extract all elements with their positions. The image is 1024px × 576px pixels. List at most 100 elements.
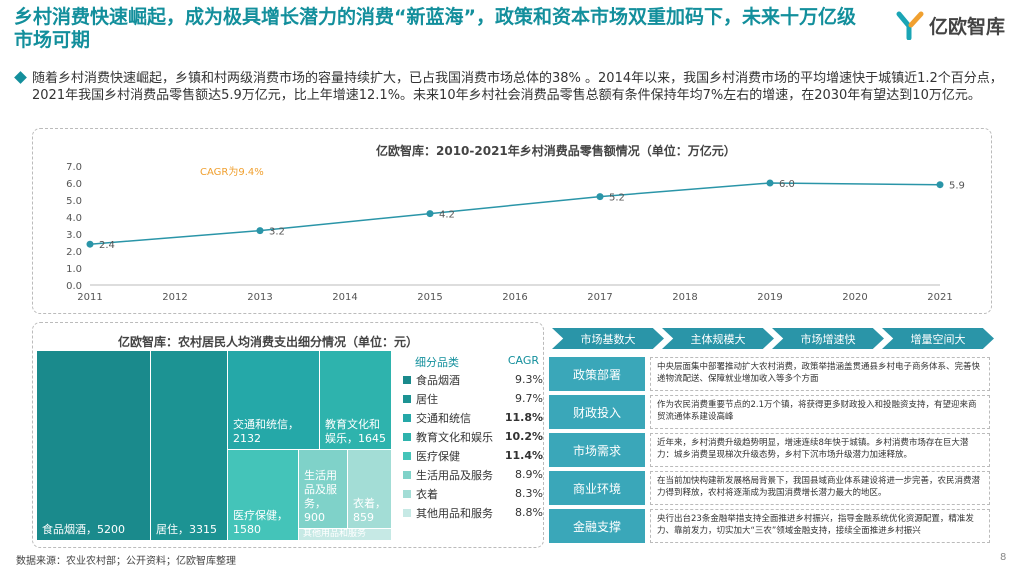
y-tick-label: 2.0 <box>66 247 82 258</box>
y-tick-label: 5.0 <box>66 196 82 207</box>
legend-swatch <box>403 432 411 441</box>
legend-header-category: 细分品类 <box>415 356 459 369</box>
policy-row-text: 中央层面集中部署推动扩大农村消费，政策举措涵盖贯通县乡村电子商务体系、完善快递物… <box>650 357 990 391</box>
treemap-cell-housing: 居住，3315 <box>151 351 227 540</box>
table-column-header: 增量空间大 <box>882 328 994 349</box>
policy-row-label: 金融支撑 <box>549 509 645 543</box>
x-tick-label: 2018 <box>672 292 697 303</box>
treemap-title: 亿欧智库：农村居民人均消费支出细分情况（单位：元） <box>118 335 419 349</box>
x-tick-label: 2013 <box>247 292 272 303</box>
legend-cagr: 11.4% <box>504 449 543 462</box>
data-point <box>596 193 604 201</box>
legend-header-cagr: CAGR <box>507 354 539 367</box>
line-chart: 0.0 1.0 2.0 3.0 4.0 5.0 6.0 7.0 2011 2012 2013 2014… <box>66 162 965 303</box>
data-point <box>766 179 774 187</box>
legend-name: 医疗保健 <box>416 449 460 463</box>
legend-row: 衣着 8.3% <box>403 484 543 503</box>
cagr-annotation: CAGR为9.4% <box>200 166 264 178</box>
table-column-header: 市场增速快 <box>772 328 884 349</box>
legend-cagr: 9.7% <box>515 392 543 405</box>
policy-row-text: 近年来，乡村消费升级趋势明显，增速连续8年快于城镇。乡村消费市场存在巨大潜力：城… <box>650 433 990 467</box>
legend-row: 教育文化和娱乐 10.2% <box>403 427 543 446</box>
treemap-panel <box>32 322 544 548</box>
data-label: 5.2 <box>609 193 625 204</box>
treemap-cell-transport: 交通和统信，2132 <box>228 351 319 449</box>
treemap-cell-clothing: 衣着，859 <box>348 450 391 528</box>
legend-swatch <box>403 508 411 517</box>
treemap-label: 其他用品和服务 <box>303 529 367 539</box>
treemap-cell-education: 教育文化和娱乐，1645 <box>320 351 391 449</box>
summary-text: 随着乡村消费快速崛起，乡镇和村两级消费市场的容量持续扩大，已占我国消费市场总体的… <box>32 71 1003 103</box>
legend-row: 生活用品及服务 8.9% <box>403 465 543 484</box>
x-tick-label: 2015 <box>417 292 442 303</box>
x-tick-label: 2012 <box>162 292 187 303</box>
treemap-label: 生活用品及服务，900 <box>304 469 337 524</box>
treemap-cell-other: 其他用品和服务 <box>299 529 391 540</box>
legend-swatch <box>403 489 411 498</box>
treemap-legend: 细分品类 CAGR 食品烟酒 9.3% 居住 9.7% 交通和统信 11.8% 教育文化和娱… <box>403 354 543 522</box>
data-label: 4.2 <box>439 210 455 221</box>
treemap-cell-daily: 生活用品及服务，900 <box>299 450 347 528</box>
policy-row-label: 市场需求 <box>549 433 645 467</box>
legend-swatch <box>403 470 411 479</box>
legend-name: 食品烟酒 <box>416 373 460 387</box>
page-number: 8 <box>1000 552 1007 563</box>
data-label: 5.9 <box>949 181 965 192</box>
treemap-label: 衣着，859 <box>353 497 386 524</box>
policy-row-text: 在当前加快构建新发展格局背景下，我国县域商业体系建设将进一步完善，农民消费潜力得… <box>650 471 990 505</box>
series-line <box>89 182 941 245</box>
x-tick-label: 2019 <box>757 292 782 303</box>
legend-swatch <box>403 413 411 422</box>
data-label: 2.4 <box>99 240 115 251</box>
y-tick-label: 4.0 <box>66 213 82 224</box>
legend-swatch <box>403 394 411 403</box>
table-column-header: 市场基数大 <box>552 328 664 349</box>
logo-icon <box>896 11 924 40</box>
legend-row: 医疗保健 11.4% <box>403 446 543 465</box>
x-tick-label: 2017 <box>587 292 612 303</box>
treemap-label: 教育文化和娱乐，1645 <box>325 418 386 445</box>
line-chart-title: 亿欧智库：2010-2021年乡村消费品零售额情况（单位：万亿元） <box>376 144 736 158</box>
treemap-label: 食品烟酒，5200 <box>42 523 125 536</box>
summary-bullet: 随着乡村消费快速崛起，乡镇和村两级消费市场的容量持续扩大，已占我国消费市场总体的… <box>14 70 1008 104</box>
policy-row-label: 商业环境 <box>549 471 645 505</box>
treemap-cell-food: 食品烟酒，5200 <box>37 351 150 540</box>
x-tick-label: 2016 <box>502 292 527 303</box>
y-tick-label: 6.0 <box>66 179 82 190</box>
legend-cagr: 8.8% <box>515 506 543 519</box>
logo: 亿欧智库 <box>895 10 1005 40</box>
legend-name: 生活用品及服务 <box>416 468 493 482</box>
y-tick-label: 3.0 <box>66 230 82 241</box>
x-tick-label: 2014 <box>332 292 357 303</box>
legend-swatch <box>403 375 411 384</box>
policy-row-label: 财政投入 <box>549 395 645 429</box>
source-note: 数据来源：农业农村部；公开资料；亿欧智库整理 <box>16 556 236 567</box>
policy-row-label: 政策部署 <box>549 357 645 391</box>
policy-row-text: 央行出台23条金融举措支持全面推进乡村振兴，指导金融系统优化资源配置，精准发力、… <box>650 509 990 543</box>
data-label: 6.0 <box>779 179 795 190</box>
data-point <box>256 227 264 235</box>
legend-cagr: 11.8% <box>504 411 543 424</box>
y-tick-label: 0.0 <box>66 281 82 292</box>
data-point <box>936 181 944 189</box>
table-column-header: 主体规模大 <box>662 328 774 349</box>
x-tick-label: 2011 <box>77 292 102 303</box>
legend-row: 食品烟酒 9.3% <box>403 370 543 389</box>
legend-row: 其他用品和服务 8.8% <box>403 503 543 522</box>
line-chart-panel <box>32 128 992 314</box>
treemap-label: 交通和统信，2132 <box>233 418 299 445</box>
legend-name: 其他用品和服务 <box>416 506 493 520</box>
x-tick-label: 2020 <box>842 292 867 303</box>
legend-cagr: 8.9% <box>515 468 543 481</box>
y-tick-label: 7.0 <box>66 162 82 173</box>
data-point <box>86 240 94 248</box>
y-tick-label: 1.0 <box>66 264 82 275</box>
page-title: 乡村消费快速崛起，成为极具增长潜力的消费“新蓝海”，政策和资本市场双重加码下，未… <box>14 6 856 51</box>
legend-header: 细分品类 CAGR <box>403 354 543 370</box>
x-tick-label: 2021 <box>927 292 952 303</box>
treemap-cell-medical: 医疗保健，1580 <box>228 450 298 540</box>
legend-row: 居住 9.7% <box>403 389 543 408</box>
data-label: 3.2 <box>269 227 285 238</box>
legend-row: 交通和统信 11.8% <box>403 408 543 427</box>
treemap-label: 居住，3315 <box>156 523 217 536</box>
